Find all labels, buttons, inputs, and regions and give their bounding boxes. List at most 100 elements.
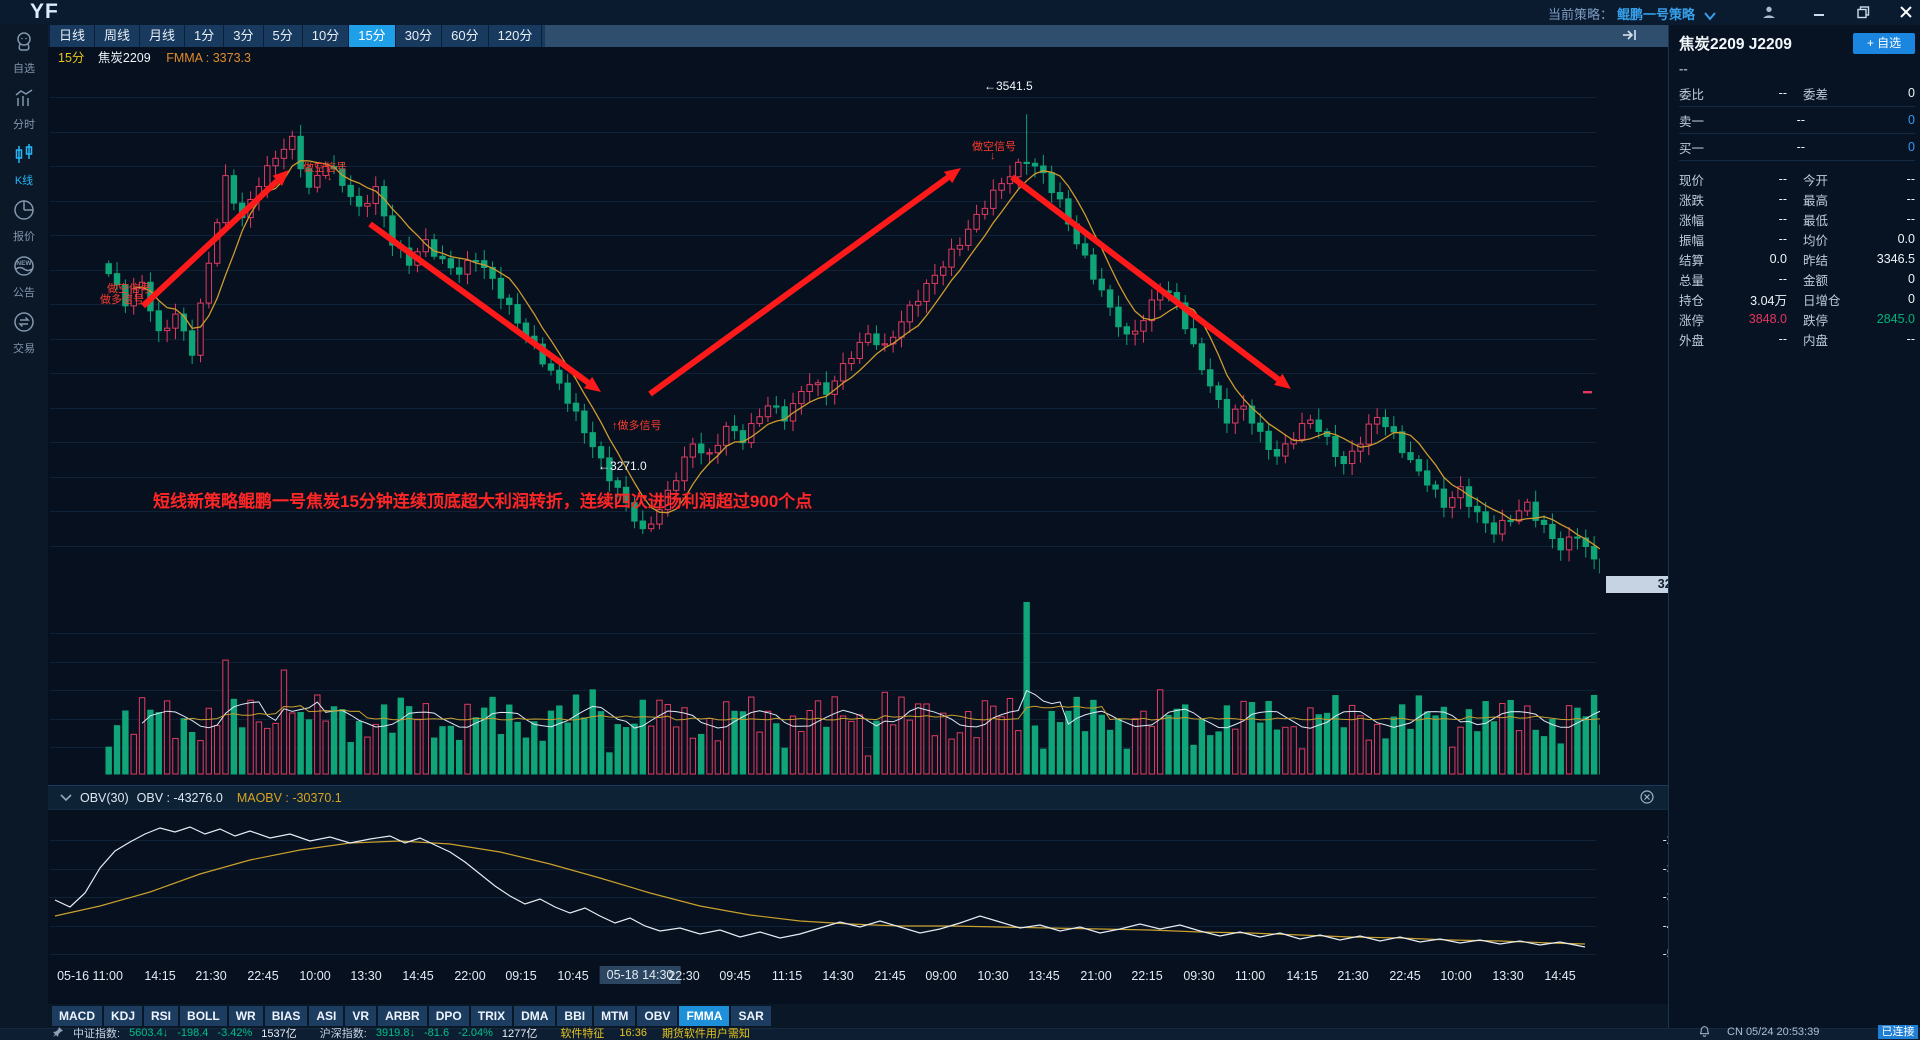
row-label: 日增仓 bbox=[1803, 293, 1841, 308]
timeframe-tab-3分[interactable]: 3分 bbox=[224, 25, 263, 47]
time-axis-label: 13:30 bbox=[1492, 969, 1524, 983]
obv-indicator-name: OBV(30) bbox=[80, 790, 129, 805]
restore-button[interactable] bbox=[1850, 3, 1876, 21]
indicator-tab-RSI[interactable]: RSI bbox=[144, 1006, 179, 1026]
notice-link[interactable]: 软件特征 bbox=[560, 1028, 605, 1040]
connection-status-button[interactable]: 已连接 bbox=[1878, 1025, 1918, 1039]
gridline bbox=[50, 407, 1596, 409]
candlestick-chart[interactable] bbox=[50, 62, 1600, 602]
index-change: -198.4 bbox=[177, 1027, 209, 1039]
svg-text:NEW: NEW bbox=[16, 260, 32, 267]
row-value: -- bbox=[1796, 140, 1805, 154]
quote-row-卖一[interactable]: 卖一 -- 0 bbox=[1679, 107, 1915, 134]
indicator-tab-DMA[interactable]: DMA bbox=[514, 1006, 556, 1026]
sidebar-item-分时[interactable]: 分时 bbox=[0, 81, 48, 136]
status-clock: CN 05/24 20:53:39 bbox=[1727, 1026, 1820, 1038]
indicator-tab-KDJ[interactable]: KDJ bbox=[104, 1006, 143, 1026]
row-value: -- bbox=[1778, 172, 1787, 186]
fmma-right-marker bbox=[1583, 390, 1592, 394]
time-axis-label: 14:45 bbox=[402, 969, 434, 983]
timeframe-tab-日线[interactable]: 日线 bbox=[50, 25, 95, 47]
index-turnover: 1537亿 bbox=[261, 1028, 297, 1040]
time-axis-label: 11:00 bbox=[1234, 969, 1266, 983]
minimize-button[interactable] bbox=[1806, 3, 1832, 21]
pin-icon[interactable] bbox=[52, 1026, 64, 1040]
timeframe-tab-15分[interactable]: 15分 bbox=[349, 25, 395, 47]
row-value: 3346.5 bbox=[1876, 252, 1915, 266]
sidebar-item-交易[interactable]: 交易 bbox=[0, 305, 48, 360]
timeframe-tab-30分[interactable]: 30分 bbox=[395, 25, 442, 47]
chart-indicator-value: FMMA : 3373.3 bbox=[166, 51, 251, 65]
timeframe-tab-5分[interactable]: 5分 bbox=[263, 25, 302, 47]
notice-link[interactable]: 16:36 bbox=[619, 1027, 647, 1039]
title-bar: YF 当前策略： 鲲鹏一号策略 bbox=[0, 0, 1920, 25]
timeframe-tab-60分[interactable]: 60分 bbox=[442, 25, 488, 47]
indicator-tab-VR[interactable]: VR bbox=[345, 1006, 377, 1026]
row-label: 内盘 bbox=[1803, 333, 1829, 348]
indicator-tab-WR[interactable]: WR bbox=[228, 1006, 263, 1026]
row-value: 0.0 bbox=[1769, 252, 1787, 266]
quote-row-外盘: 外盘 -- 内盘 -- bbox=[1679, 329, 1915, 349]
obv-chart[interactable] bbox=[50, 808, 1600, 964]
indicator-tab-FMMA[interactable]: FMMA bbox=[679, 1006, 730, 1026]
sidebar-item-K线[interactable]: K线 bbox=[0, 137, 48, 192]
app-logo: YF bbox=[30, 0, 59, 23]
timeframe-tab-周线[interactable]: 周线 bbox=[95, 25, 140, 47]
row-label: 振幅 bbox=[1679, 233, 1705, 248]
indicator-tab-TRIX[interactable]: TRIX bbox=[470, 1006, 513, 1026]
quote-row-买一[interactable]: 买一 -- 0 bbox=[1679, 134, 1915, 161]
sidebar-item-报价[interactable]: 报价 bbox=[0, 193, 48, 248]
row-value: 3.04万 bbox=[1750, 293, 1787, 308]
indicator-tab-BIAS[interactable]: BIAS bbox=[264, 1006, 308, 1026]
announcement-new-icon: NEW bbox=[12, 254, 36, 281]
time-axis-label: 14:45 bbox=[1544, 969, 1576, 983]
signal-label: 做多信号 bbox=[100, 294, 144, 306]
chart-info-line: 15分 焦炭2209 FMMA : 3373.3 bbox=[58, 47, 251, 66]
indicator-tab-MACD[interactable]: MACD bbox=[52, 1006, 102, 1026]
timeframe-tab-120分[interactable]: 120分 bbox=[488, 25, 542, 47]
gridline bbox=[50, 661, 1596, 663]
indicator-tab-DPO[interactable]: DPO bbox=[428, 1006, 469, 1026]
sidebar-item-label: 报价 bbox=[13, 230, 35, 243]
signal-label: ↑做多信号 bbox=[612, 420, 662, 432]
timeframe-tab-1分[interactable]: 1分 bbox=[185, 25, 224, 47]
volume-chart[interactable] bbox=[50, 602, 1600, 778]
row-label: 金额 bbox=[1803, 273, 1829, 288]
quote-row-结算: 结算 0.0 昨结 3346.5 bbox=[1679, 249, 1915, 269]
indicator-tab-BOLL[interactable]: BOLL bbox=[180, 1006, 227, 1026]
indicator-tab-BBI[interactable]: BBI bbox=[557, 1006, 593, 1026]
timeframe-tab-10分[interactable]: 10分 bbox=[302, 25, 349, 47]
add-watchlist-button[interactable]: + 自选 bbox=[1853, 32, 1915, 54]
obv-value: OBV : -43276.0 bbox=[136, 790, 223, 805]
collapse-chevron-icon[interactable] bbox=[60, 791, 72, 805]
close-button[interactable] bbox=[1893, 3, 1919, 21]
indicator-tab-ARBR[interactable]: ARBR bbox=[378, 1006, 427, 1026]
scroll-to-end-icon[interactable] bbox=[1622, 28, 1638, 47]
indicator-tab-ASI[interactable]: ASI bbox=[309, 1006, 344, 1026]
quote-panel: 焦炭2209 J2209 + 自选 -- 委比 -- 委差 0 卖一 -- 0 买一 -- 0 现价… bbox=[1668, 25, 1920, 1040]
notification-bell-icon[interactable] bbox=[1698, 1025, 1711, 1040]
candles bbox=[105, 114, 1600, 574]
strategy-selector[interactable]: 当前策略： 鲲鹏一号策略 bbox=[1548, 4, 1717, 23]
row-label: 涨跌 bbox=[1679, 193, 1705, 208]
indicator-tab-OBV[interactable]: OBV bbox=[637, 1006, 678, 1026]
index-pct: -3.42% bbox=[217, 1027, 253, 1039]
notice-link[interactable]: 期货软件用户需知 bbox=[661, 1028, 750, 1040]
signal-label: 做空信号 bbox=[303, 162, 347, 174]
indicator-tab-MTM[interactable]: MTM bbox=[594, 1006, 636, 1026]
indicator-tab-SAR[interactable]: SAR bbox=[731, 1006, 771, 1026]
chevron-down-icon bbox=[1703, 11, 1716, 21]
sidebar-item-公告[interactable]: NEW 公告 bbox=[0, 249, 48, 304]
obv-close-icon[interactable] bbox=[1640, 790, 1654, 807]
sidebar-item-自选[interactable]: 自选 bbox=[0, 25, 48, 80]
user-account-icon[interactable] bbox=[1756, 3, 1782, 21]
row-qty: 0 bbox=[1908, 113, 1915, 127]
time-axis-label: 22:15 bbox=[1131, 969, 1163, 983]
last-price-placeholder: -- bbox=[1679, 61, 1688, 76]
row-value: 0 bbox=[1908, 272, 1915, 286]
row-label: 最高 bbox=[1803, 193, 1829, 208]
time-axis-label: 10:45 bbox=[557, 969, 589, 983]
trade-exchange-icon bbox=[12, 310, 36, 337]
timeframe-tab-月线[interactable]: 月线 bbox=[140, 25, 185, 47]
